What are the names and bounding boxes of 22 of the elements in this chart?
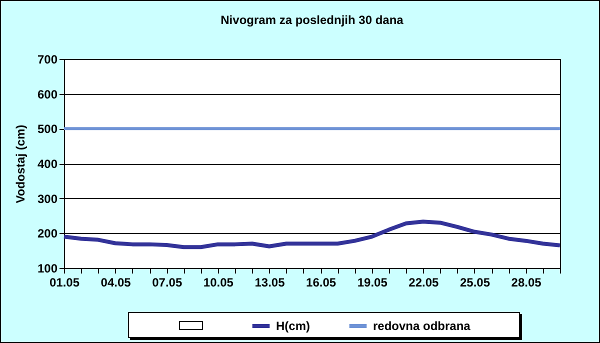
- y-tick-label: 500: [37, 122, 58, 136]
- x-tick-label: 10.05: [203, 276, 234, 290]
- x-tick-label: 28.05: [511, 276, 542, 290]
- y-tick-label: 400: [37, 157, 58, 171]
- x-tick-label: 22.05: [408, 276, 440, 290]
- line-series: [62, 220, 562, 250]
- y-tick-label: 100: [37, 262, 58, 276]
- x-tick-label: 13.05: [254, 276, 286, 290]
- chart-title: Nivogram za poslednjih 30 dana: [220, 13, 404, 27]
- x-tick-label: 07.05: [152, 276, 182, 290]
- legend-label: redovna odbrana: [373, 319, 471, 333]
- x-tick-label: 25.05: [460, 276, 490, 290]
- y-tick-label: 700: [37, 52, 58, 66]
- y-tick-label: 600: [37, 87, 58, 102]
- x-tick-label: 01.05: [49, 276, 80, 290]
- y-tick-label: 300: [37, 192, 58, 206]
- y-tick-label: 200: [37, 226, 58, 241]
- y-axis-title: Vodostaj (cm): [13, 124, 28, 204]
- legend-label: H(cm): [276, 319, 310, 333]
- x-tick-label: 04.05: [100, 276, 132, 290]
- x-tick-label: 16.05: [306, 276, 336, 290]
- x-tick-label: 19.05: [357, 276, 388, 290]
